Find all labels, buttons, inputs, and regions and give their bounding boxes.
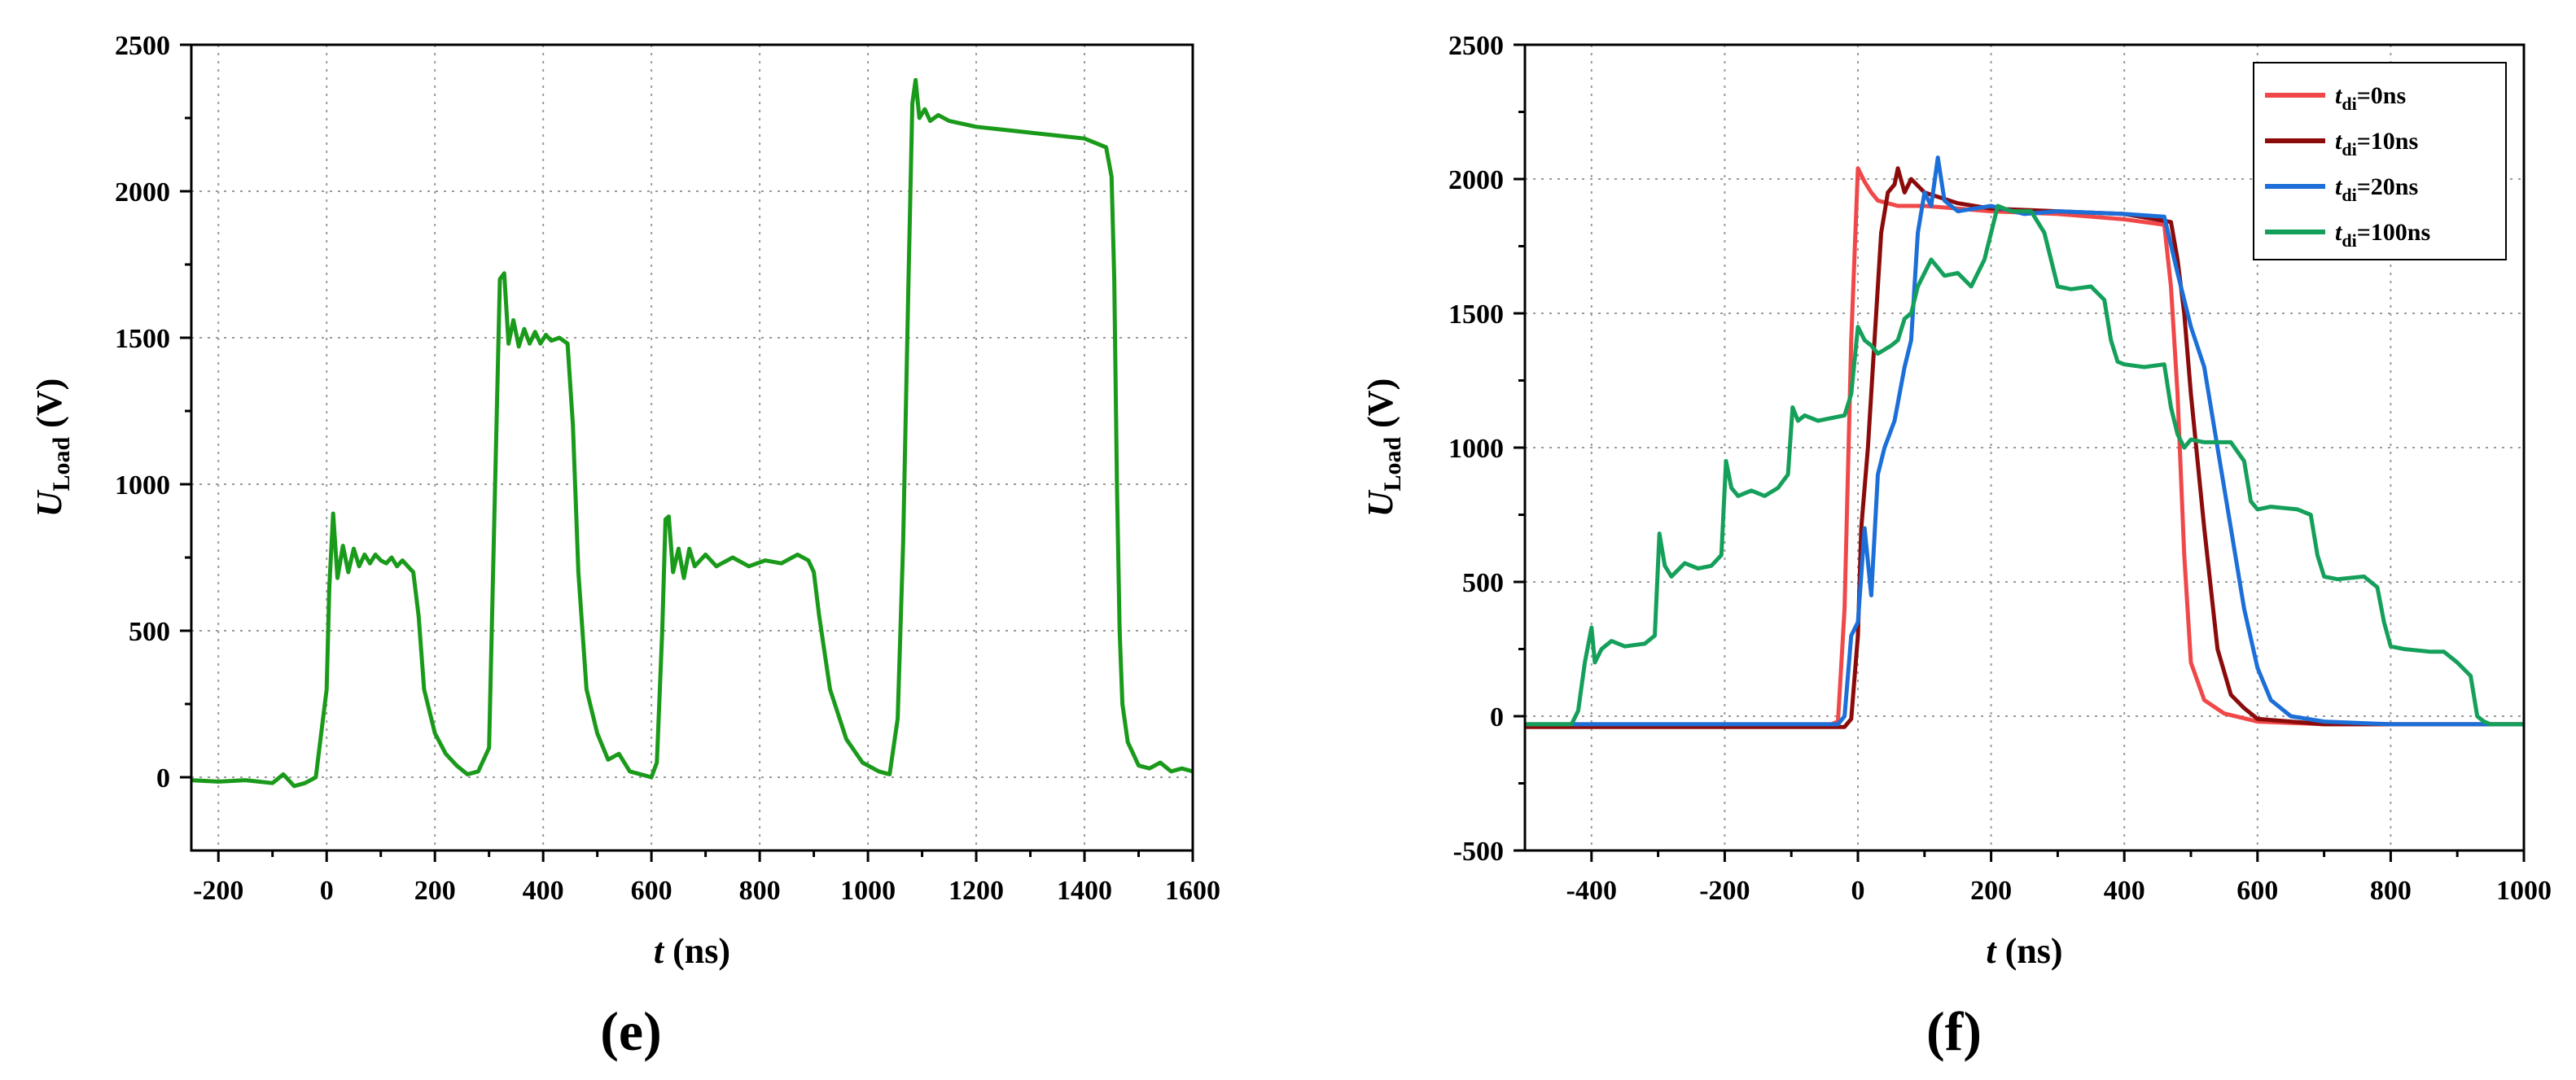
x-tick-label: 400 bbox=[523, 876, 564, 906]
x-axis-title: t (ns) bbox=[1986, 931, 2062, 971]
series-line-4 bbox=[1525, 203, 2524, 727]
x-tick-label: 1400 bbox=[1057, 876, 1112, 906]
y-tick-label: 2000 bbox=[1448, 165, 1504, 195]
y-axis-title: ULoad (V) bbox=[29, 378, 75, 518]
x-tick-label: 1600 bbox=[1165, 876, 1220, 906]
y-tick-label: 1000 bbox=[115, 470, 170, 501]
series-line-3 bbox=[1525, 155, 2524, 727]
panel-label: (f) bbox=[1926, 1000, 1982, 1062]
y-tick-label: 2000 bbox=[115, 177, 170, 208]
x-tick-label: -400 bbox=[1566, 876, 1617, 906]
y-tick-label: -500 bbox=[1453, 837, 1504, 867]
y-tick-label: 1500 bbox=[1448, 300, 1504, 330]
legend-entry: tdi=20ns bbox=[2335, 173, 2418, 205]
legend-entry: tdi=0ns bbox=[2335, 82, 2406, 114]
x-axis-title: t (ns) bbox=[654, 931, 730, 971]
legend: tdi=0ns tdi=10ns tdi=20ns tdi=100ns bbox=[2253, 62, 2507, 260]
y-tick-label: 1500 bbox=[115, 324, 170, 354]
y-tick-label: 0 bbox=[1490, 702, 1504, 732]
y-tick-label: 2500 bbox=[1448, 31, 1504, 61]
x-tick-label: 600 bbox=[631, 876, 672, 906]
legend-entry: tdi=10ns bbox=[2335, 128, 2418, 160]
x-tick-label: 400 bbox=[2104, 876, 2145, 906]
x-tick-label: 800 bbox=[739, 876, 781, 906]
chart-f: -400 -200 0 200 400 600 800 1000 -500 0 500 1000 150… bbox=[1360, 31, 2552, 1062]
x-tick-label: 0 bbox=[1851, 876, 1865, 906]
y-tick-label: 0 bbox=[156, 763, 170, 794]
x-tick-label: -200 bbox=[1699, 876, 1750, 906]
x-tick-label: 0 bbox=[320, 876, 334, 906]
x-tick-label: 1200 bbox=[948, 876, 1004, 906]
x-tick-label: 800 bbox=[2370, 876, 2412, 906]
y-tick-label: 1000 bbox=[1448, 434, 1504, 464]
y-tick-label: 500 bbox=[129, 617, 170, 647]
x-tick-label: 200 bbox=[414, 876, 456, 906]
series-group bbox=[191, 77, 1193, 789]
x-tick-label: 1000 bbox=[840, 876, 896, 906]
x-tick-label: -200 bbox=[193, 876, 243, 906]
legend-entry: tdi=100ns bbox=[2335, 219, 2430, 251]
chart-e: -200 0 200 400 600 800 1000 1200 1400 1600 0 500 100… bbox=[29, 31, 1220, 1062]
series-group bbox=[1525, 155, 2524, 729]
y-tick-label: 2500 bbox=[115, 31, 170, 61]
panel-label: (e) bbox=[600, 1000, 661, 1062]
x-tick-label: 1000 bbox=[2496, 876, 2552, 906]
y-tick-label: 500 bbox=[1462, 568, 1504, 598]
x-tick-label: 200 bbox=[1970, 876, 2012, 906]
x-tick-label: 600 bbox=[2236, 876, 2278, 906]
y-axis-title: ULoad (V) bbox=[1360, 378, 1406, 518]
series-line-1 bbox=[191, 77, 1193, 789]
plot-frame bbox=[190, 43, 1194, 852]
